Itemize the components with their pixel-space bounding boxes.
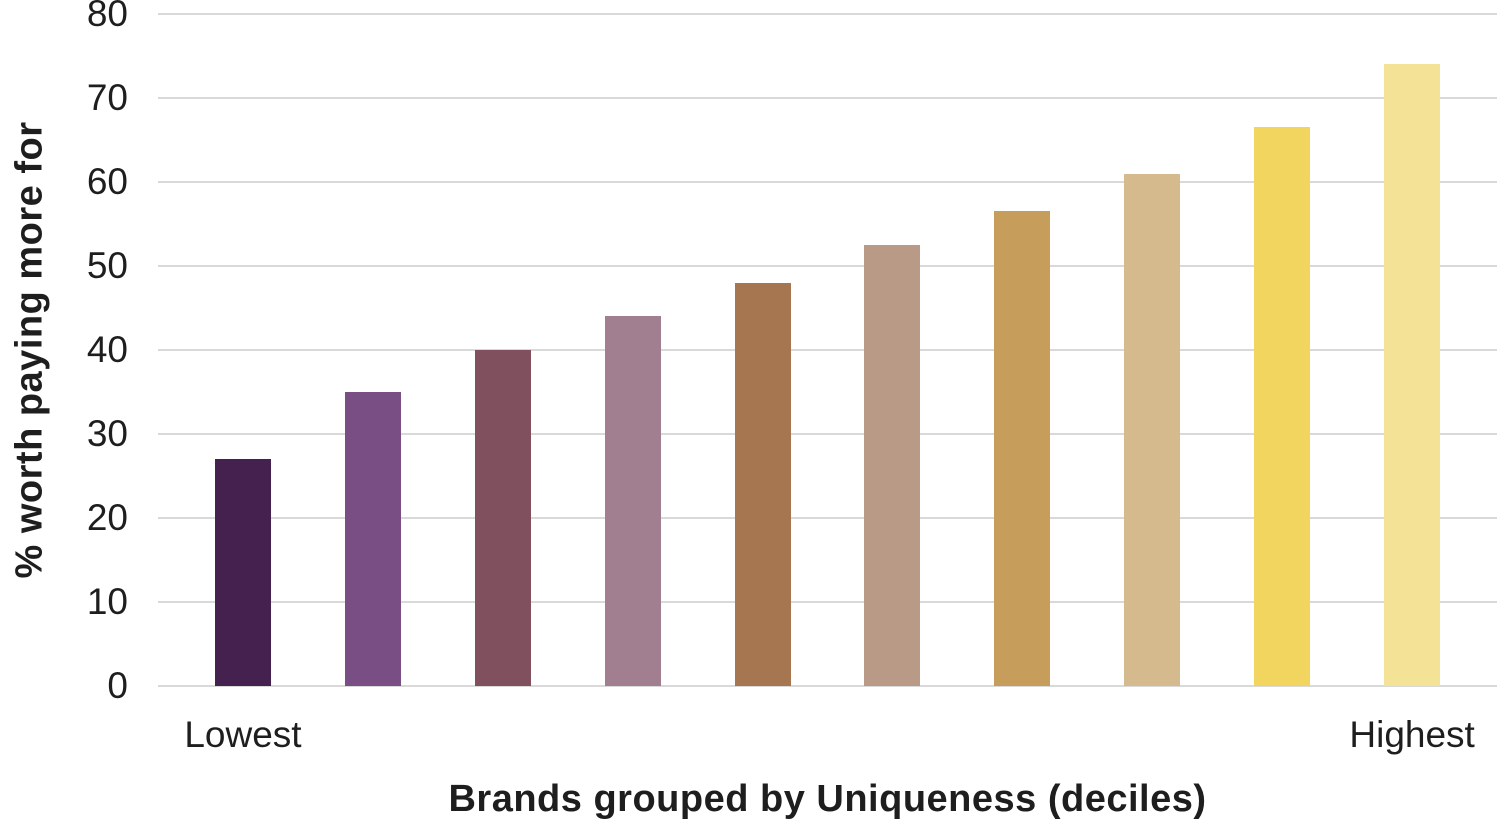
x-axis-tick-labels: Lowest Highest: [158, 710, 1497, 760]
x-tick-label-empty-4: [568, 710, 698, 760]
y-tick-label-70: 70: [86, 77, 128, 118]
y-tick-label-10: 10: [86, 581, 128, 622]
gridline-50: [158, 265, 1497, 267]
y-axis-tick-labels: 0 10 20 30 40 50 60 70 80: [0, 0, 128, 706]
bar-decile-2: [344, 392, 401, 686]
bar-slot-6: [828, 14, 958, 686]
bar-decile-6: [864, 245, 921, 686]
bar-decile-4: [604, 316, 661, 686]
y-tick-label-30: 30: [86, 413, 128, 454]
y-tick-label-60: 60: [86, 161, 128, 202]
bar-decile-7: [994, 211, 1051, 686]
x-tick-label-empty-7: [957, 710, 1087, 760]
bar-slot-3: [438, 14, 568, 686]
bar-slot-9: [1217, 14, 1347, 686]
bar-slot-7: [957, 14, 1087, 686]
bar-decile-1: [214, 459, 271, 686]
x-tick-label-empty-6: [828, 710, 958, 760]
bar-decile-3: [474, 350, 531, 686]
gridline-0: [158, 685, 1497, 687]
x-tick-label-empty-9: [1217, 710, 1347, 760]
x-tick-label-empty-3: [438, 710, 568, 760]
gridline-70: [158, 97, 1497, 99]
gridline-40: [158, 349, 1497, 351]
bar-slot-4: [568, 14, 698, 686]
x-tick-label-empty-8: [1087, 710, 1217, 760]
bar-decile-9: [1254, 127, 1311, 686]
bar-slot-10: [1347, 14, 1477, 686]
gridline-80: [158, 13, 1497, 15]
y-tick-label-20: 20: [86, 497, 128, 538]
x-tick-label-empty-2: [308, 710, 438, 760]
x-tick-label-lowest: Lowest: [184, 714, 302, 755]
plot-area: [158, 13, 1497, 687]
gridline-20: [158, 517, 1497, 519]
bars-row: [158, 14, 1497, 686]
bar-decile-8: [1124, 173, 1181, 686]
x-axis-title: Brands grouped by Uniqueness (deciles): [448, 778, 1207, 820]
bar-slot-8: [1087, 14, 1217, 686]
x-tick-label-empty-5: [698, 710, 828, 760]
x-tick-label-highest: Highest: [1349, 714, 1475, 755]
gridline-10: [158, 601, 1497, 603]
y-tick-label-50: 50: [86, 245, 128, 286]
y-tick-label-0: 0: [107, 665, 128, 706]
y-tick-label-80: 80: [86, 0, 128, 34]
bar-decile-5: [734, 282, 791, 686]
bar-slot-2: [308, 14, 438, 686]
bar-slot-5: [698, 14, 828, 686]
gridline-60: [158, 181, 1497, 183]
gridline-30: [158, 433, 1497, 435]
bar-slot-1: [178, 14, 308, 686]
bar-decile-10: [1384, 64, 1441, 686]
y-tick-label-40: 40: [86, 329, 128, 370]
